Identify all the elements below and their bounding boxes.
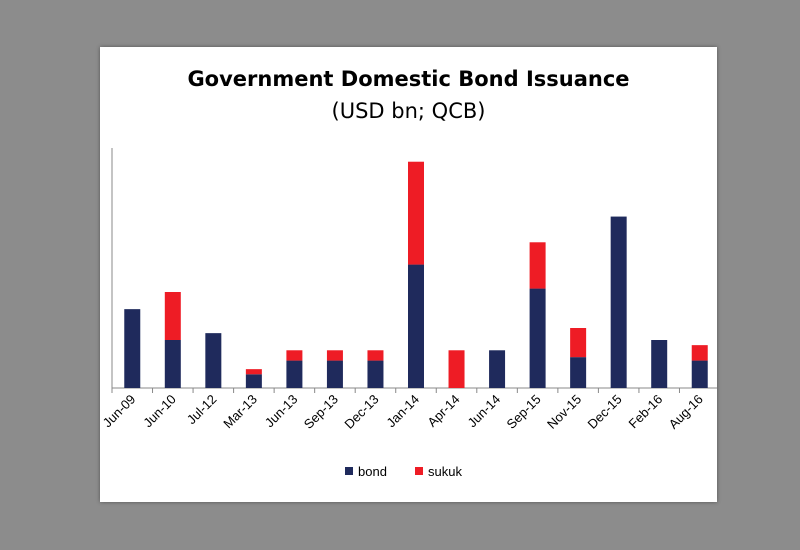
x-tick-label: Feb-16 (626, 392, 666, 432)
chart-title: Government Domestic Bond Issuance (187, 67, 630, 91)
bar-bond (489, 350, 506, 388)
chart-subtitle: (USD bn; QCB) (331, 99, 486, 123)
bar-sukuk (164, 292, 181, 340)
legend-label-bond: bond (358, 464, 387, 479)
bar-bond (408, 264, 424, 388)
bar-bond (205, 333, 222, 388)
bar-sukuk (326, 350, 343, 361)
legend-swatch-sukuk (415, 467, 423, 475)
chart-panel: Government Domestic Bond Issuance (USD b… (100, 47, 717, 502)
x-tick-label: Sep-13 (301, 392, 341, 432)
bar-sukuk (570, 328, 587, 358)
x-tick-label: Dec-15 (585, 392, 625, 432)
x-tick-label: Sep-15 (503, 392, 543, 432)
chart-svg: 0.01.02.03.04.05.06.07.0Jun-09Jun-10Jul-… (100, 148, 717, 479)
bar-bond (124, 309, 141, 388)
bar-sukuk (691, 345, 708, 361)
x-tick-label: Nov-15 (544, 392, 584, 432)
x-tick-label: Jul-12 (184, 392, 220, 428)
bar-bond (245, 374, 262, 388)
x-tick-label: Jun-13 (262, 392, 301, 431)
x-tick-label: Mar-13 (220, 392, 260, 432)
bar-sukuk (408, 161, 424, 265)
bar-sukuk (529, 242, 546, 289)
bar-bond (367, 360, 384, 388)
x-tick-label: Dec-13 (341, 392, 381, 432)
bar-bond (164, 340, 181, 388)
bar-bond (570, 357, 587, 388)
x-tick-label: Aug-16 (666, 392, 706, 432)
legend-swatch-bond (345, 467, 353, 475)
x-tick-label: Jan-14 (383, 392, 422, 431)
bar-sukuk (245, 369, 262, 375)
bar-bond (691, 360, 708, 388)
bar-bond (286, 360, 303, 388)
bar-sukuk (367, 350, 384, 361)
x-tick-label: Jun-14 (464, 392, 503, 431)
bar-sukuk (286, 350, 303, 361)
bar-bond (326, 360, 343, 388)
x-tick-label: Jun-09 (100, 392, 138, 431)
x-tick-label: Apr-14 (424, 392, 462, 430)
bar-bond (529, 288, 546, 388)
x-tick-label: Jun-10 (140, 392, 179, 431)
bar-bond (651, 340, 668, 388)
bar-sukuk (448, 350, 465, 388)
bar-bond (610, 216, 627, 388)
legend-label-sukuk: sukuk (428, 464, 462, 479)
